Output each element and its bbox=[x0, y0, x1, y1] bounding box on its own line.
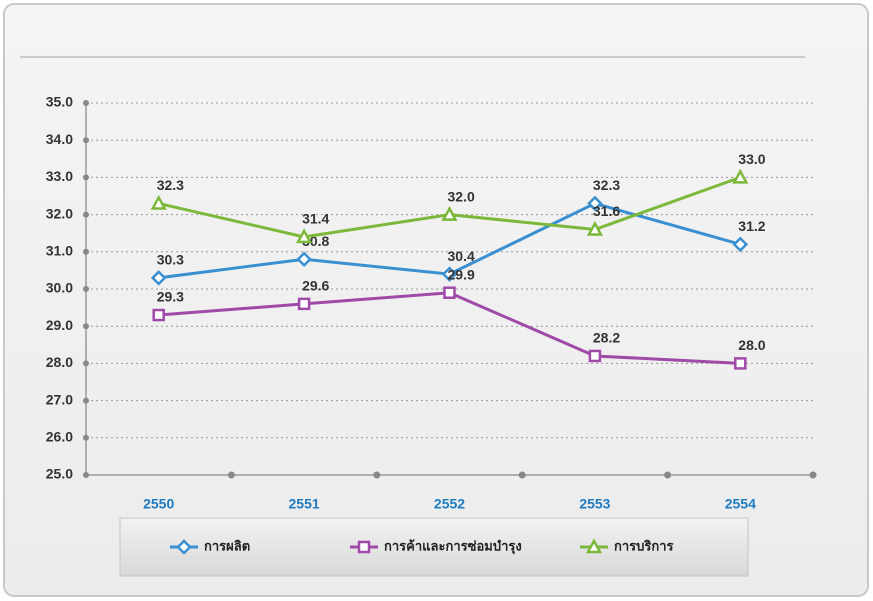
y-tick bbox=[83, 472, 89, 478]
y-tick-label: 30.0 bbox=[46, 280, 73, 296]
data-label: 31.2 bbox=[738, 218, 765, 234]
marker bbox=[297, 297, 311, 311]
data-label: 30.3 bbox=[157, 252, 184, 268]
x-tick bbox=[373, 471, 381, 479]
data-label: 31.6 bbox=[593, 203, 620, 219]
x-tick bbox=[227, 471, 235, 479]
marker bbox=[443, 286, 456, 299]
y-tick bbox=[83, 248, 89, 255]
marker bbox=[588, 349, 602, 363]
y-tick-label: 29.0 bbox=[46, 317, 73, 333]
marker bbox=[732, 168, 749, 184]
y-tick bbox=[83, 211, 89, 218]
legend-label: การผลิต bbox=[204, 538, 250, 553]
y-tick-label: 31.0 bbox=[46, 243, 73, 259]
y-tick bbox=[83, 137, 89, 144]
data-label: 28.2 bbox=[593, 330, 620, 346]
y-tick-label: 26.0 bbox=[46, 429, 73, 445]
y-tick-label: 28.0 bbox=[46, 354, 73, 370]
y-tick bbox=[83, 100, 89, 106]
marker bbox=[296, 251, 312, 268]
marker bbox=[732, 236, 749, 253]
y-tick-label: 33.0 bbox=[46, 168, 73, 184]
y-tick-label: 27.0 bbox=[46, 391, 73, 407]
y-tick-label: 34.0 bbox=[46, 131, 73, 147]
y-tick bbox=[83, 397, 89, 404]
panel bbox=[3, 3, 869, 597]
data-label: 29.3 bbox=[157, 289, 184, 305]
y-tick bbox=[83, 434, 89, 441]
x-tick-label: 2552 bbox=[434, 496, 465, 512]
marker bbox=[586, 220, 604, 236]
marker bbox=[295, 228, 313, 244]
y-tick-label: 35.0 bbox=[46, 94, 73, 110]
y-tick-label: 25.0 bbox=[46, 466, 73, 482]
y-tick bbox=[83, 323, 89, 330]
marker bbox=[152, 308, 165, 322]
marker bbox=[441, 205, 458, 221]
x-tick-label: 2554 bbox=[725, 496, 756, 512]
legend-label: การบริการ bbox=[614, 538, 674, 553]
x-tick-label: 2550 bbox=[143, 496, 174, 512]
data-label: 32.0 bbox=[448, 188, 475, 204]
data-label: 31.4 bbox=[302, 211, 329, 227]
y-tick-label: 32.0 bbox=[46, 205, 73, 221]
marker bbox=[150, 194, 167, 210]
marker bbox=[734, 357, 747, 370]
x-tick bbox=[809, 471, 817, 479]
marker bbox=[357, 540, 371, 554]
legend-box bbox=[119, 517, 749, 577]
data-label: 28.0 bbox=[738, 337, 765, 353]
data-label: 29.9 bbox=[448, 266, 475, 282]
y-tick bbox=[83, 360, 89, 367]
x-tick-label: 2551 bbox=[289, 496, 320, 512]
y-tick bbox=[83, 286, 89, 292]
legend-label: การค้าและการซ่อมบำรุง bbox=[384, 538, 522, 554]
data-label: 33.0 bbox=[738, 151, 765, 167]
y-tick bbox=[83, 174, 89, 181]
marker bbox=[585, 538, 603, 554]
marker bbox=[587, 195, 603, 212]
x-tick bbox=[518, 471, 526, 479]
data-label: 32.3 bbox=[157, 177, 184, 193]
marker bbox=[441, 266, 458, 282]
data-label: 29.6 bbox=[302, 278, 329, 294]
data-label: 30.4 bbox=[448, 248, 475, 264]
data-label: 32.3 bbox=[593, 177, 620, 193]
x-tick bbox=[664, 471, 672, 479]
x-tick-label: 2553 bbox=[579, 496, 610, 512]
marker bbox=[150, 270, 167, 286]
marker bbox=[176, 539, 192, 555]
